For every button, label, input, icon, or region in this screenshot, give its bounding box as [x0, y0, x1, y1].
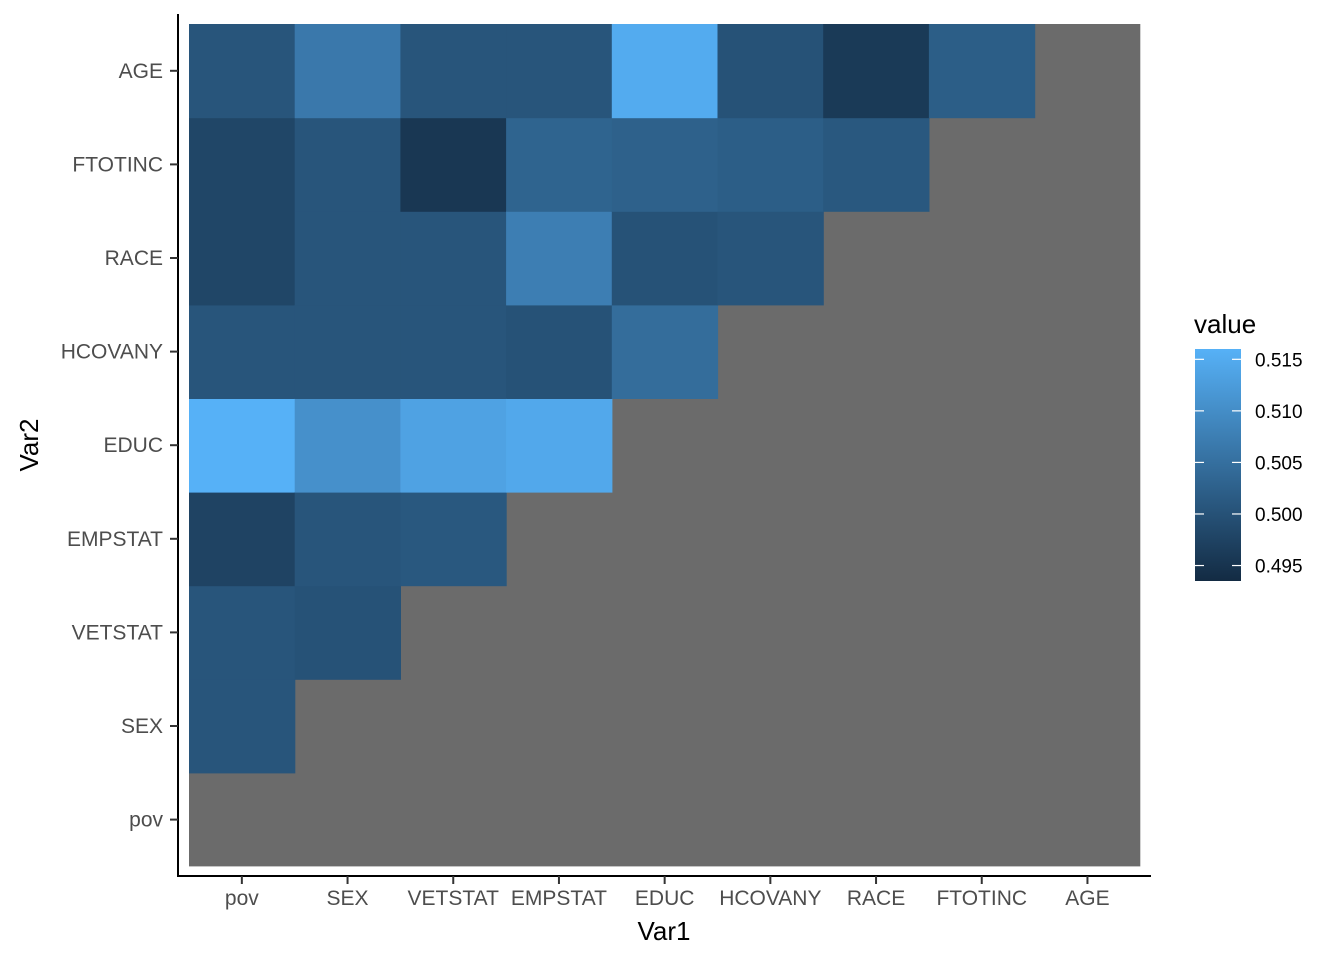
y-tick-label-SEX: SEX — [121, 715, 163, 738]
y-tick-label-HCOVANY: HCOVANY — [61, 341, 163, 364]
heatmap-cell-pov-RACE — [189, 211, 296, 306]
y-tick-label-RACE: RACE — [105, 247, 163, 270]
heatmap-cell-VETSTAT-AGE — [400, 24, 507, 119]
heatmap-cell-EMPSTAT-HCOVANY — [506, 304, 613, 399]
legend: value 0.515 0.510 0.505 0.500 0.495 — [1194, 309, 1303, 581]
heatmap-cell-EMPSTAT-EDUC — [506, 398, 613, 493]
x-tick-label-HCOVANY: HCOVANY — [719, 887, 821, 910]
heatmap-cell-RACE-FTOTINC — [823, 117, 930, 212]
legend-label-0.515: 0.515 — [1255, 350, 1303, 371]
y-tick-label-AGE: AGE — [119, 60, 163, 83]
heatmap-cell-HCOVANY-AGE — [717, 24, 824, 119]
heatmap-cell-EDUC-HCOVANY — [611, 304, 719, 399]
heatmap-cell-RACE-AGE — [823, 24, 930, 119]
heatmap-cell-pov-EMPSTAT — [189, 492, 296, 587]
heatmap-cell-SEX-FTOTINC — [294, 117, 401, 212]
heatmap-cell-SEX-EDUC — [294, 398, 401, 493]
heatmap-cell-EDUC-RACE — [611, 211, 719, 306]
legend-colorbar — [1195, 349, 1241, 581]
x-axis-title: Var1 — [638, 916, 691, 946]
x-tick-label-RACE: RACE — [847, 887, 905, 910]
legend-label-0.500: 0.500 — [1255, 505, 1303, 526]
y-tick-label-VETSTAT: VETSTAT — [72, 621, 164, 644]
heatmap-cell-SEX-EMPSTAT — [294, 492, 401, 587]
y-tick-label-pov: pov — [129, 809, 163, 832]
legend-title: value — [1194, 309, 1256, 339]
heatmap-cell-pov-FTOTINC — [189, 117, 296, 212]
x-tick-label-EMPSTAT: EMPSTAT — [511, 887, 607, 910]
heatmap-cell-SEX-HCOVANY — [294, 304, 401, 399]
heatmap-cell-HCOVANY-FTOTINC — [717, 117, 824, 212]
legend-label-0.505: 0.505 — [1255, 453, 1303, 474]
heatmap-cell-SEX-VETSTAT — [294, 585, 401, 680]
heatmap-cell-EMPSTAT-RACE — [506, 211, 613, 306]
x-tick-label-EDUC: EDUC — [635, 887, 695, 910]
heatmap-cell-EMPSTAT-FTOTINC — [506, 117, 613, 212]
heatmap-cell-EDUC-FTOTINC — [611, 117, 719, 212]
heatmap-cell-FTOTINC-AGE — [928, 24, 1036, 119]
legend-label-0.495: 0.495 — [1255, 557, 1303, 578]
heatmap-cell-EMPSTAT-AGE — [506, 24, 613, 119]
x-tick-label-AGE: AGE — [1065, 887, 1109, 910]
heatmap-cell-VETSTAT-EMPSTAT — [400, 492, 507, 587]
heatmap-cell-pov-HCOVANY — [189, 304, 296, 399]
heatmap-cell-VETSTAT-HCOVANY — [400, 304, 507, 399]
heatmap-cell-VETSTAT-RACE — [400, 211, 507, 306]
heatmap-cell-pov-VETSTAT — [189, 585, 296, 680]
heatmap-cell-VETSTAT-FTOTINC — [400, 117, 507, 212]
heatmap-cell-EDUC-AGE — [611, 24, 719, 119]
y-tick-label-EDUC: EDUC — [103, 434, 163, 457]
y-tick-label-EMPSTAT: EMPSTAT — [67, 528, 163, 551]
legend-label-0.510: 0.510 — [1255, 402, 1303, 423]
x-tick-label-FTOTINC: FTOTINC — [936, 887, 1027, 910]
heatmap-cell-pov-EDUC — [189, 398, 296, 493]
y-tick-label-FTOTINC: FTOTINC — [72, 153, 163, 176]
x-tick-label-VETSTAT: VETSTAT — [408, 887, 500, 910]
x-tick-label-pov: pov — [225, 887, 259, 910]
y-axis-title: Var2 — [14, 419, 44, 472]
heatmap-cell-VETSTAT-EDUC — [400, 398, 507, 493]
heatmap-cell-pov-SEX — [189, 679, 296, 774]
heatmap-cell-HCOVANY-RACE — [717, 211, 824, 306]
heatmap-cell-SEX-RACE — [294, 211, 401, 306]
heatmap-cell-SEX-AGE — [294, 24, 401, 119]
x-tick-label-SEX: SEX — [327, 887, 369, 910]
heatmap-cell-pov-AGE — [189, 24, 296, 119]
